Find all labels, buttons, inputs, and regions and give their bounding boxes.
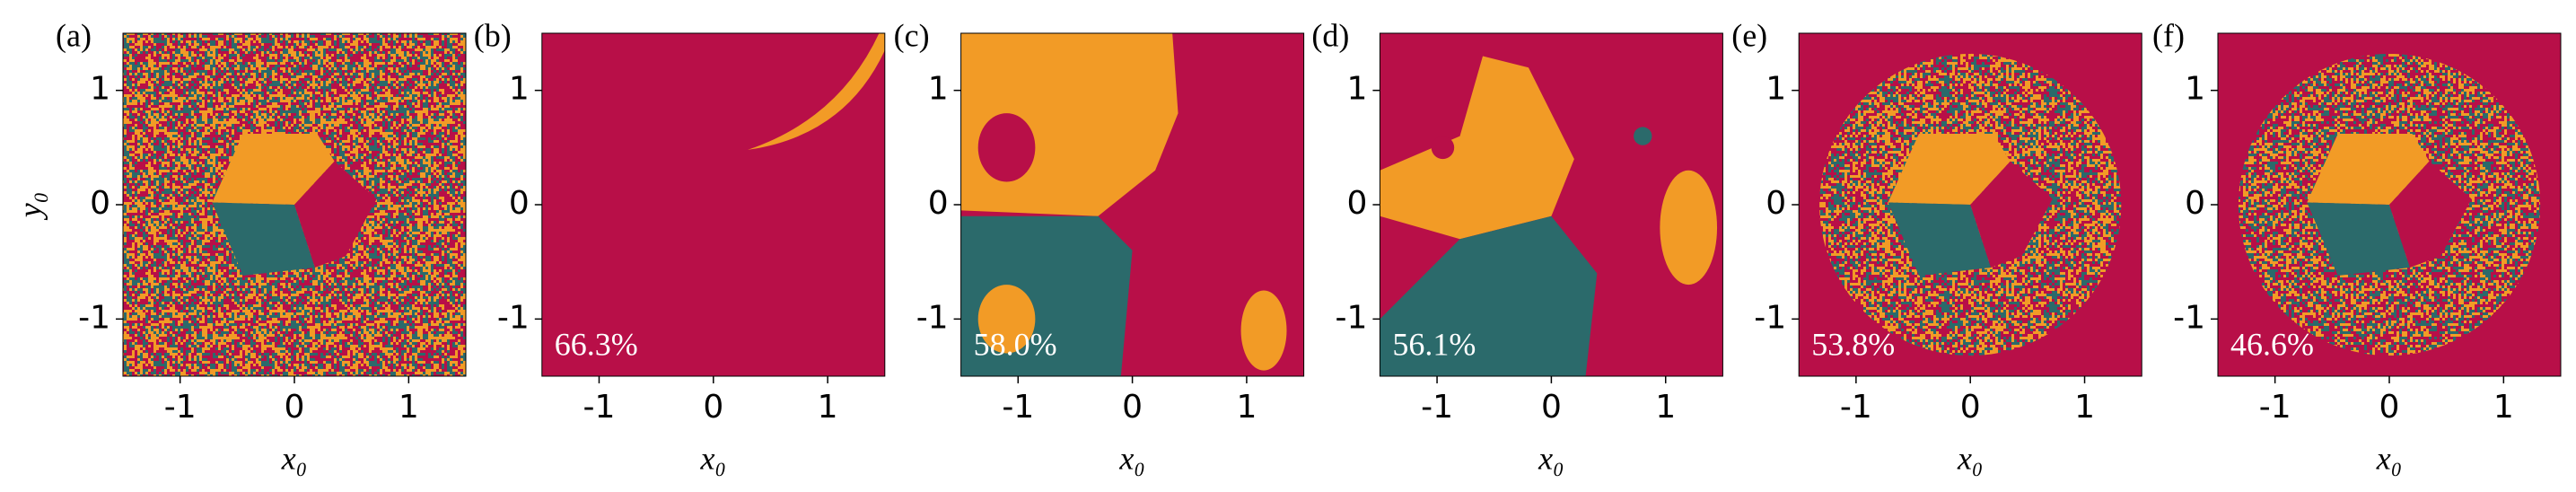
- figure: -1 0 1-101(a)x₀y₀-1 0 1-101(b)x₀66.3%-1 0 1-10…: [12, 17, 2562, 476]
